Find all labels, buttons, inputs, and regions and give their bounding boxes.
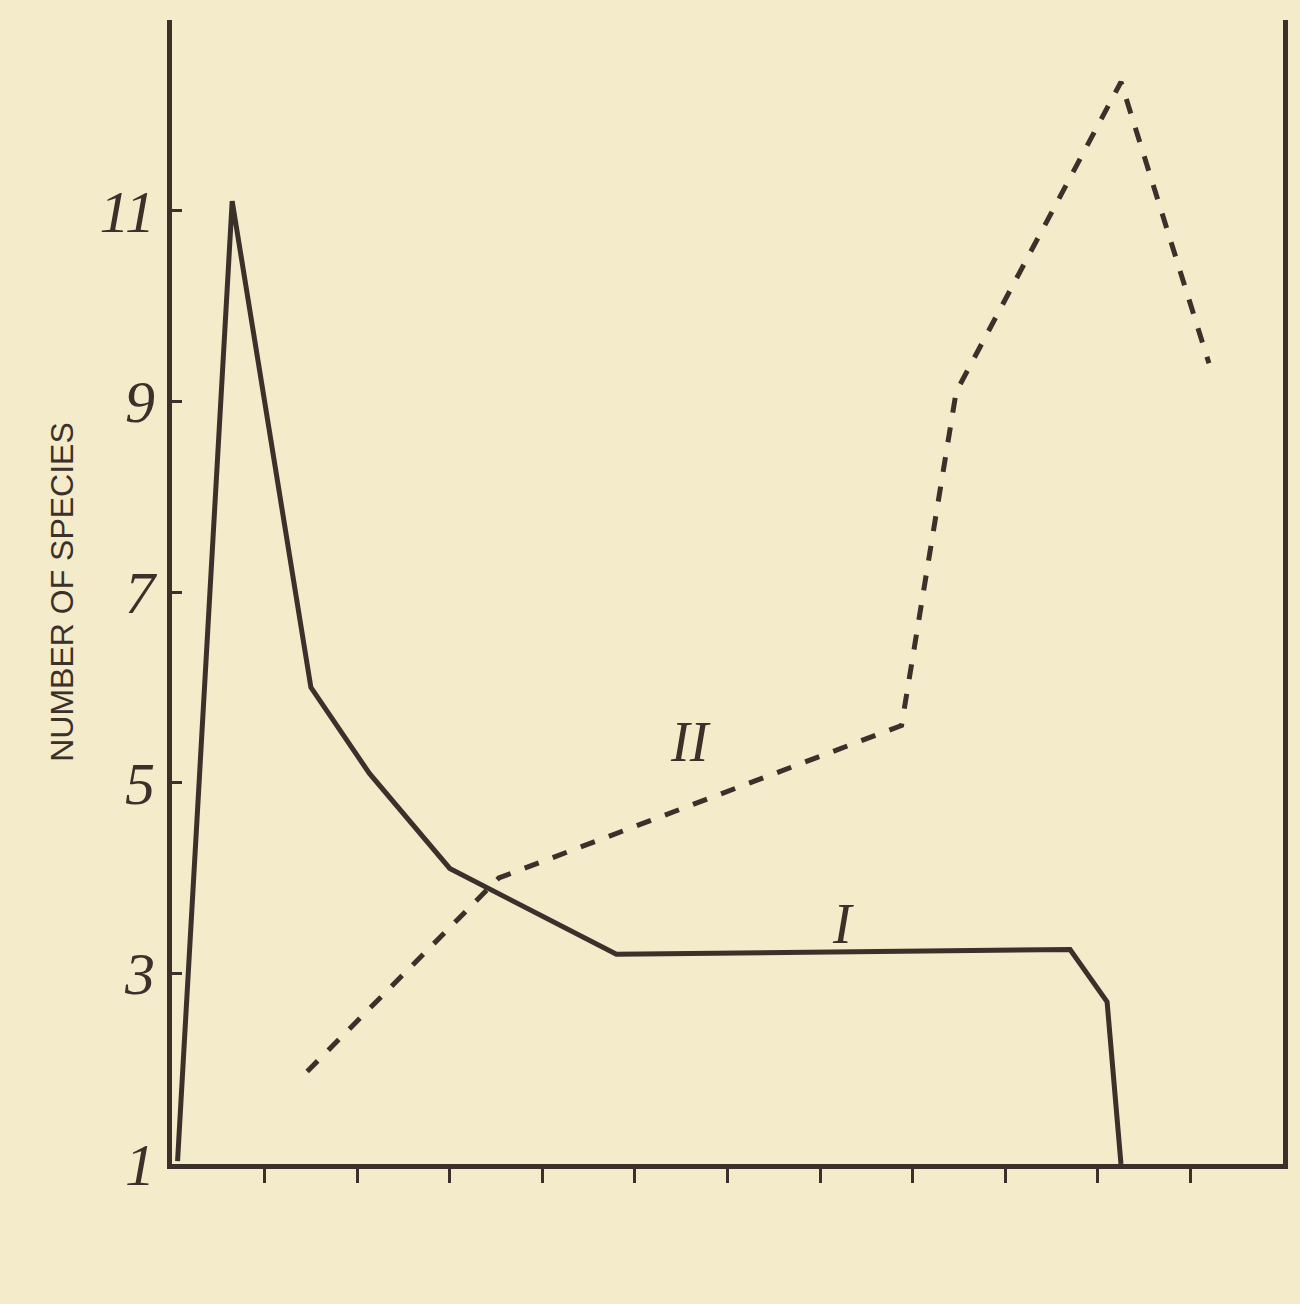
svg-text:7: 7 [125,560,158,626]
svg-text:11: 11 [99,179,155,245]
svg-text:5: 5 [125,751,155,817]
svg-text:1: 1 [125,1132,155,1198]
svg-text:I: I [832,893,854,955]
svg-text:NUMBER OF SPECIES: NUMBER OF SPECIES [44,422,80,762]
svg-text:3: 3 [124,941,155,1007]
svg-text:II: II [670,711,711,773]
svg-text:9: 9 [125,369,155,435]
